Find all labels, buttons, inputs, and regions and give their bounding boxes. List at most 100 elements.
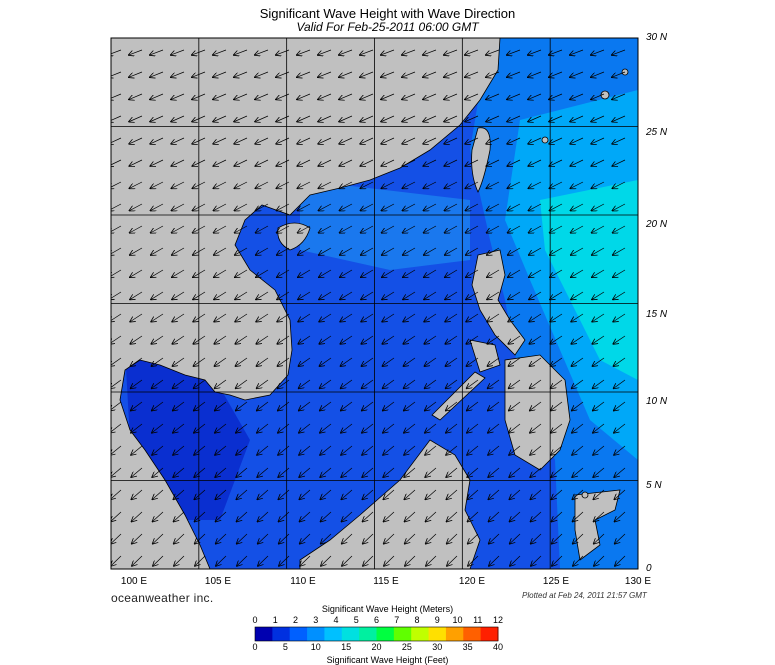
legend-meter-tick: 5 xyxy=(353,615,359,625)
wave-arrow xyxy=(257,357,269,366)
wave-arrow xyxy=(129,137,143,144)
wave-arrow xyxy=(361,335,374,344)
wave-arrow xyxy=(278,489,290,499)
wave-arrow xyxy=(614,489,626,499)
lat-label-25n: 25 N xyxy=(646,127,668,138)
wave-arrow xyxy=(381,115,395,122)
map-frame xyxy=(110,37,639,570)
wave-arrow xyxy=(529,335,542,344)
wave-arrow xyxy=(403,247,416,255)
wave-arrow xyxy=(111,49,122,55)
wave-arrow xyxy=(507,115,521,122)
wave-arrow xyxy=(507,137,521,144)
wave-arrow xyxy=(510,555,521,566)
wave-arrow xyxy=(150,93,164,99)
wave-arrow xyxy=(129,159,143,166)
wave-arrow xyxy=(551,467,563,477)
wave-arrow xyxy=(172,247,185,255)
wave-arrow xyxy=(444,159,458,166)
wave-arrow xyxy=(194,467,206,477)
wave-arrow xyxy=(613,269,626,277)
wave-arrow xyxy=(192,49,206,55)
wave-arrow xyxy=(613,181,626,188)
wave-arrow xyxy=(571,203,584,211)
wave-arrow xyxy=(487,247,500,255)
lon-label-105e: 105 E xyxy=(204,576,232,587)
wave-arrow xyxy=(384,533,395,544)
wave-arrow xyxy=(279,511,290,521)
wave-arrow xyxy=(446,401,458,410)
wave-arrow xyxy=(465,115,479,122)
wave-arrow xyxy=(488,467,500,477)
wave-arrow xyxy=(277,269,290,277)
wave-arrow xyxy=(615,555,626,566)
wave-arrow xyxy=(383,401,395,410)
wave-arrow xyxy=(467,423,479,433)
wave-arrow xyxy=(130,247,143,255)
legend-meter-tick: 1 xyxy=(272,615,278,625)
wave-arrow xyxy=(111,533,122,544)
wave-arrow xyxy=(173,357,185,366)
wave-arrow xyxy=(613,335,626,344)
wave-arrow xyxy=(129,115,143,122)
wave-arrow xyxy=(173,379,185,388)
wave-arrow xyxy=(256,181,269,188)
wave-arrow xyxy=(131,401,143,410)
wave-arrow xyxy=(614,445,626,455)
wave-arrow xyxy=(151,247,164,255)
wave-arrow xyxy=(487,181,500,188)
wave-arrow xyxy=(339,71,353,77)
wave-arrow xyxy=(297,71,311,77)
wave-arrow xyxy=(508,335,521,344)
wave-arrow xyxy=(361,247,374,255)
wave-arrow xyxy=(467,467,479,477)
wave-arrow xyxy=(237,511,248,521)
plotted-timestamp: Plotted at Feb 24, 2011 21:57 GMT xyxy=(522,591,647,600)
wave-arrow xyxy=(173,445,185,455)
wave-arrow xyxy=(172,181,185,188)
wave-arrow xyxy=(466,335,479,344)
legend-feet-tick: 20 xyxy=(371,642,382,652)
wave-arrow xyxy=(150,71,164,77)
wave-arrow xyxy=(277,225,290,233)
wave-arrow xyxy=(111,401,122,410)
wave-arrow xyxy=(153,511,164,521)
wave-arrow xyxy=(613,247,626,255)
wave-arrow xyxy=(404,357,416,366)
wave-arrow xyxy=(297,159,311,166)
wave-arrow xyxy=(570,71,584,77)
wave-zone-central xyxy=(300,180,470,270)
wave-arrow xyxy=(466,203,479,211)
wave-arrow xyxy=(591,115,605,122)
wave-arrow xyxy=(234,71,248,77)
wave-arrow xyxy=(318,115,332,122)
legend-feet-tick: 0 xyxy=(252,642,258,652)
wave-arrow xyxy=(424,247,437,255)
wave-arrow xyxy=(549,49,563,55)
wave-arrow xyxy=(445,269,458,277)
legend-color-swatch xyxy=(445,627,464,641)
wave-arrow xyxy=(362,423,374,433)
wave-arrow xyxy=(444,93,458,99)
wave-arrow xyxy=(318,49,332,55)
wave-arrow xyxy=(297,137,311,144)
wave-arrow xyxy=(213,49,227,55)
wave-arrow xyxy=(276,115,290,122)
wave-arrow xyxy=(362,445,374,455)
wave-arrow xyxy=(570,115,584,122)
wave-arrow xyxy=(592,335,605,344)
wave-arrow xyxy=(550,203,563,211)
wave-arrow xyxy=(363,511,374,521)
wave-arrow xyxy=(214,313,227,322)
wave-arrow xyxy=(614,357,626,366)
wave-arrow xyxy=(360,115,374,122)
wave-arrow xyxy=(111,181,122,188)
wave-arrow xyxy=(612,115,626,122)
wave-arrow xyxy=(384,511,395,521)
wave-arrow xyxy=(130,225,143,233)
wave-arrow xyxy=(403,313,416,322)
wave-arrow xyxy=(256,225,269,233)
wave-arrow xyxy=(320,467,332,477)
wave-arrow xyxy=(341,423,353,433)
wave-arrow xyxy=(171,71,185,77)
